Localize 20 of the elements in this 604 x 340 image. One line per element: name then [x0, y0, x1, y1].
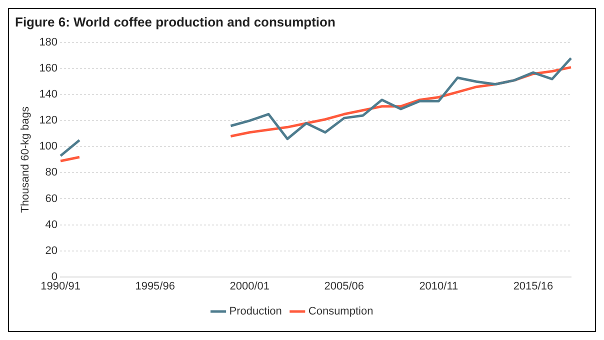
x-tick-label: 2015/16 — [513, 280, 554, 292]
x-tick-label: 2005/06 — [324, 280, 364, 292]
y-tick-label: 0 — [51, 270, 58, 283]
y-tick-label: 140 — [39, 88, 58, 101]
y-tick-label: 40 — [45, 218, 58, 231]
x-tick-label: 1995/96 — [135, 280, 175, 292]
y-tick-label: 160 — [39, 62, 58, 75]
y-axis-title: Thousand 60-kg bags — [20, 106, 32, 213]
y-tick-label: 20 — [45, 244, 58, 257]
y-tick-label: 100 — [39, 140, 58, 153]
x-tick-label: 2000/01 — [230, 280, 270, 292]
y-tick-label: 180 — [39, 36, 58, 49]
x-tick-label: 1990/91 — [40, 280, 80, 292]
y-tick-label: 60 — [45, 192, 58, 205]
chart-title: Figure 6: World coffee production and consumption — [15, 14, 336, 30]
y-tick-label: 80 — [45, 166, 58, 179]
x-tick-label: 2010/11 — [419, 280, 458, 292]
legend-label: Consumption — [308, 306, 374, 318]
y-tick-label: 120 — [39, 114, 58, 127]
legend-label: Production — [229, 306, 282, 318]
